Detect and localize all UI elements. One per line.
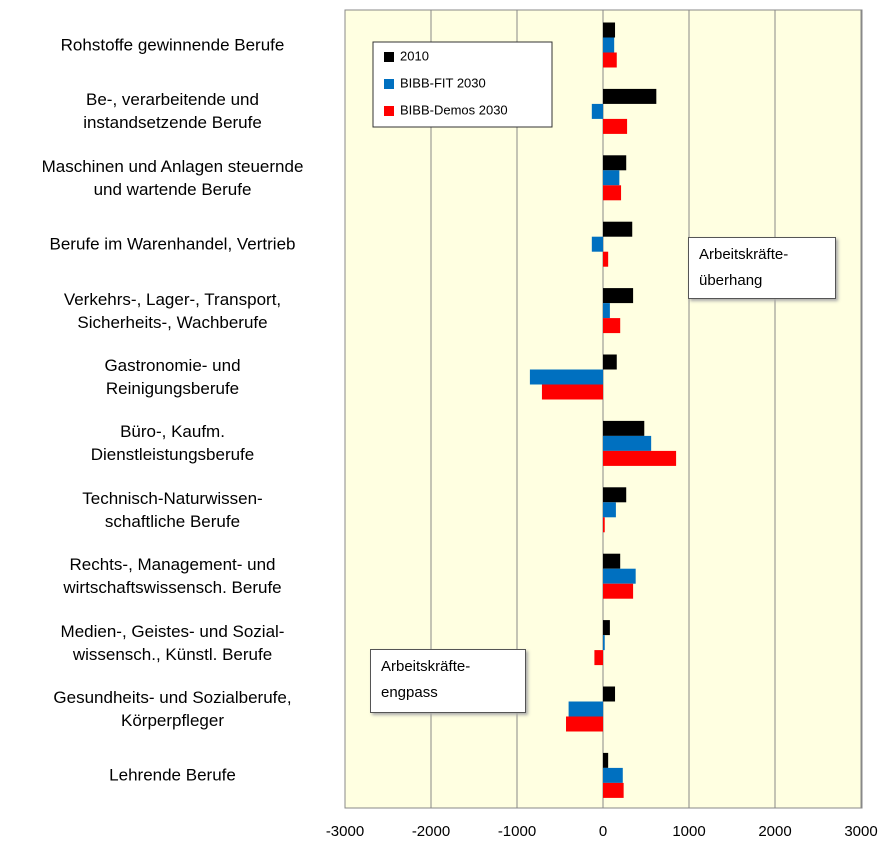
category-label: Rechts-, Management- und wirtschaftswiss… [63,555,282,598]
bar [603,88,657,104]
bar [603,517,605,533]
legend-swatch [384,79,394,89]
category-label: Be-, verarbeitende und instandsetzende B… [83,90,262,133]
category-label: Maschinen und Anlagen steuernde und wart… [41,156,304,199]
bar [603,435,652,451]
category-label: Gesundheits- und Sozialberufe, Körperpfl… [53,688,292,730]
bar [603,37,615,53]
bar [603,354,617,370]
bar [603,22,616,38]
bar [603,52,617,68]
category-label: Gastronomie- und Reinigungsberufe [104,356,241,398]
bar [603,487,627,503]
legend-label: BIBB-FIT 2030 [400,75,486,90]
category-label: Lehrende Berufe [109,765,236,785]
x-tick-label: 2000 [758,823,791,840]
bar [603,318,621,334]
x-tick-label: -1000 [498,823,536,840]
legend-label: 2010 [400,48,429,63]
category-label: Verkehrs-, Lager-, Transport, Sicherheit… [63,289,282,332]
bar [603,251,609,267]
legend-swatch [384,106,394,116]
bar [603,185,622,201]
category-label: Büro-, Kaufm. Dienstleistungsberufe [90,422,255,465]
bar [603,553,621,569]
bar [603,170,620,186]
bar [603,303,610,319]
x-tick-label: 1000 [672,823,705,840]
bar [603,686,616,702]
bar [603,568,636,584]
bar [603,752,609,768]
bar [603,502,616,518]
bar [568,701,603,717]
bar [603,450,677,466]
bar [603,583,634,599]
x-tick-label: -2000 [412,823,450,840]
bar [603,420,645,436]
bar [603,118,628,134]
bar [603,620,610,636]
bar [566,716,603,732]
x-tick-label: 0 [599,823,607,840]
bar [529,369,603,385]
bar [594,650,603,666]
legend-swatch [384,52,394,62]
category-label: Technisch-Naturwissen- schaftliche Beruf… [82,488,263,531]
annotation: Arbeitskräfte- engpass [370,649,526,713]
category-label: Rohstoffe gewinnende Berufe [60,35,285,55]
x-tick-label: -3000 [326,823,364,840]
bar [603,767,623,783]
x-tick-label: 3000 [844,823,877,840]
bar [591,103,603,119]
category-label: Medien-, Geistes- und Sozial- wissensch.… [60,621,285,664]
bar [541,384,603,400]
bar [603,782,624,798]
annotation: Arbeitskräfte- überhang [688,237,836,299]
bar [591,236,603,252]
bar [603,635,605,651]
bar [603,155,627,171]
legend-label: BIBB-Demos 2030 [400,102,508,117]
bar [603,221,633,237]
legend-box [372,41,553,128]
bar [603,288,634,304]
category-label: Berufe im Warenhandel, Vertrieb [49,234,296,254]
